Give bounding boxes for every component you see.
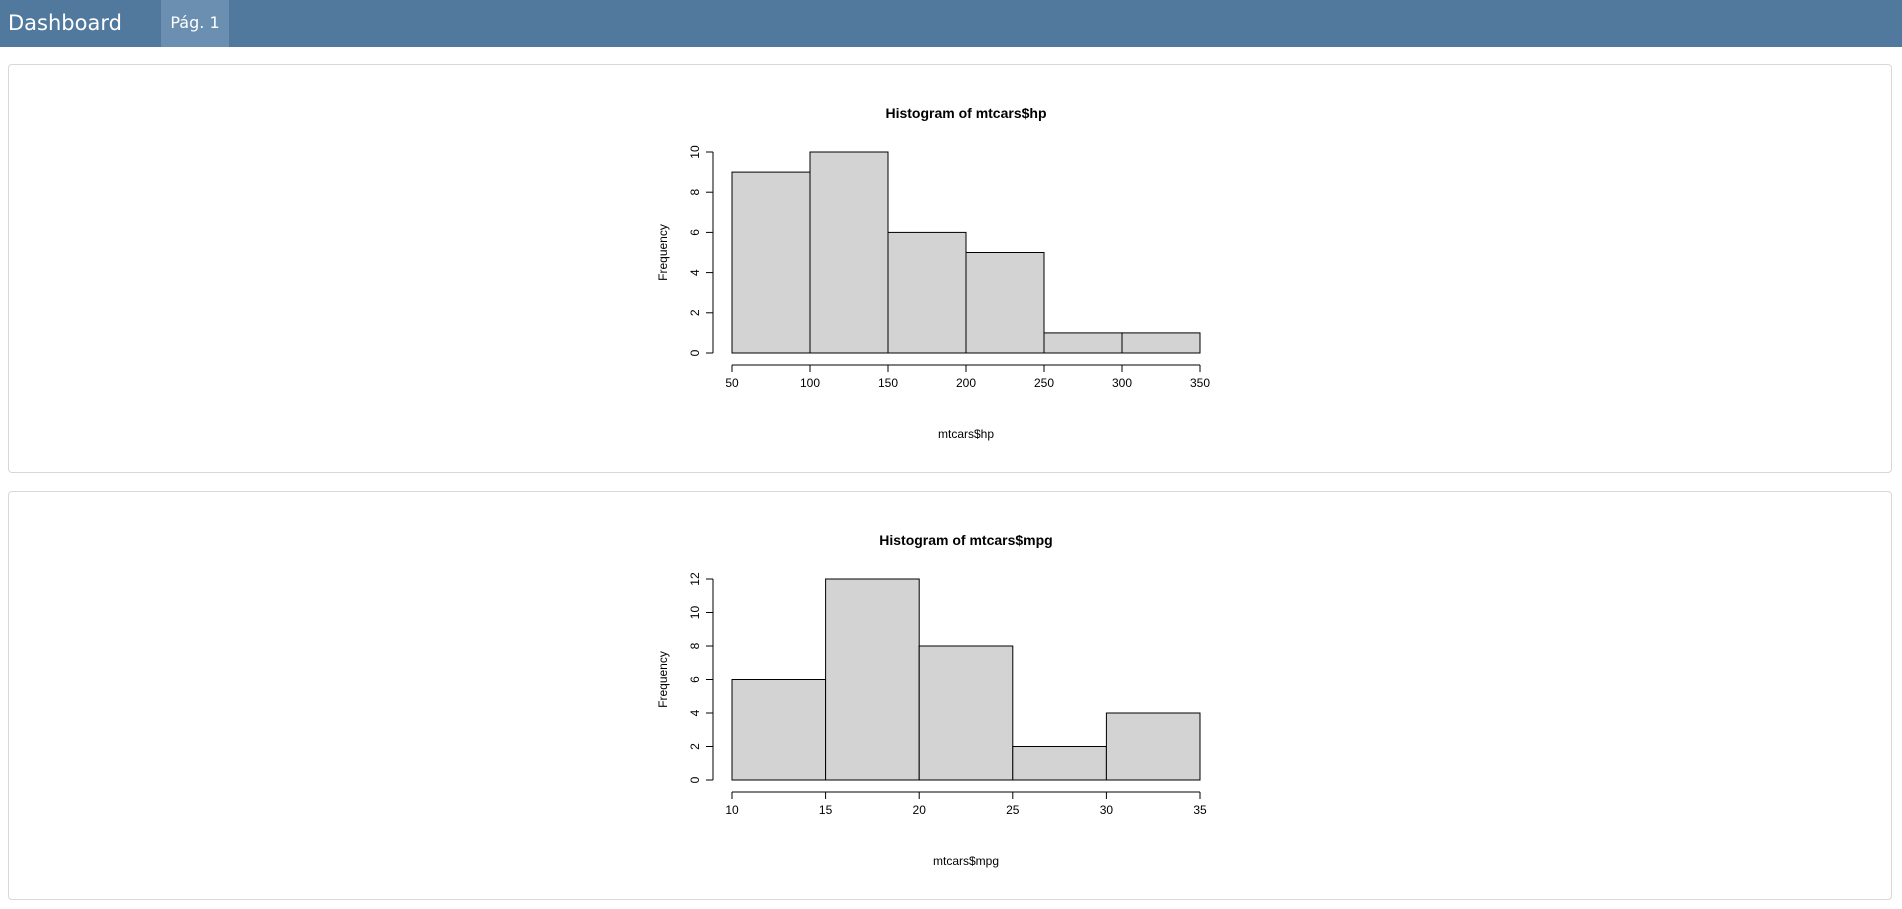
chart-panel-hp: Histogram of mtcars$hp 50 100 150 200 250 300 3… — [8, 64, 1892, 473]
x-tick-label: 20 — [913, 803, 927, 817]
x-tick-label: 100 — [800, 376, 820, 390]
y-tick-label: 2 — [688, 743, 702, 750]
y-tick-label: 2 — [688, 309, 702, 316]
y-tick-label: 8 — [688, 642, 702, 649]
y-tick-label: 8 — [688, 189, 702, 196]
y-tick-label: 0 — [688, 776, 702, 783]
y-tick-label: 0 — [688, 349, 702, 356]
y-tick-label: 4 — [688, 269, 702, 276]
y-axis-label: Frequency — [656, 651, 670, 708]
y-tick-label: 12 — [688, 572, 702, 586]
histogram-bar — [1012, 746, 1107, 781]
histogram-bar — [731, 679, 827, 781]
histogram-bar — [1043, 332, 1123, 354]
histogram-bar — [825, 578, 920, 781]
histogram-mpg: Histogram of mtcars$mpg 10 15 20 25 30 35 0 2 4 6 8… — [656, 532, 1207, 868]
x-tick-label: 30 — [1100, 803, 1114, 817]
x-axis-label: mtcars$hp — [938, 427, 994, 441]
histogram-bar — [965, 252, 1045, 354]
histogram-bar — [918, 645, 1014, 781]
chart-title: Histogram of mtcars$hp — [885, 105, 1046, 121]
chart-panel-mpg: Histogram of mtcars$mpg 10 15 20 25 30 35 0 2 4 6 8… — [8, 491, 1892, 900]
chart-title: Histogram of mtcars$mpg — [879, 532, 1052, 548]
y-axis-label: Frequency — [656, 224, 670, 281]
x-tick-label: 15 — [819, 803, 833, 817]
y-tick-label: 10 — [688, 145, 702, 159]
histogram-bar — [809, 151, 889, 354]
histogram-bar — [1121, 332, 1201, 354]
y-tick-label: 6 — [688, 229, 702, 236]
y-tick-label: 10 — [688, 606, 702, 620]
x-tick-label: 25 — [1006, 803, 1020, 817]
dashboard-title[interactable]: Dashboard — [8, 11, 122, 35]
histogram-bar — [1105, 712, 1201, 781]
histogram-bar — [731, 171, 811, 354]
x-tick-label: 35 — [1193, 803, 1207, 817]
tab-page-1[interactable]: Pág. 1 — [161, 0, 229, 47]
y-tick-label: 6 — [688, 676, 702, 683]
x-axis-label: mtcars$mpg — [933, 854, 999, 868]
x-tick-label: 200 — [956, 376, 976, 390]
x-tick-label: 10 — [725, 803, 739, 817]
x-tick-label: 350 — [1190, 376, 1210, 390]
x-tick-label: 250 — [1034, 376, 1054, 390]
y-tick-label: 4 — [688, 709, 702, 716]
x-tick-label: 50 — [725, 376, 739, 390]
histogram-bar — [887, 231, 967, 354]
x-tick-label: 300 — [1112, 376, 1132, 390]
x-tick-label: 150 — [878, 376, 898, 390]
top-navbar: Dashboard Pág. 1 — [0, 0, 1902, 47]
